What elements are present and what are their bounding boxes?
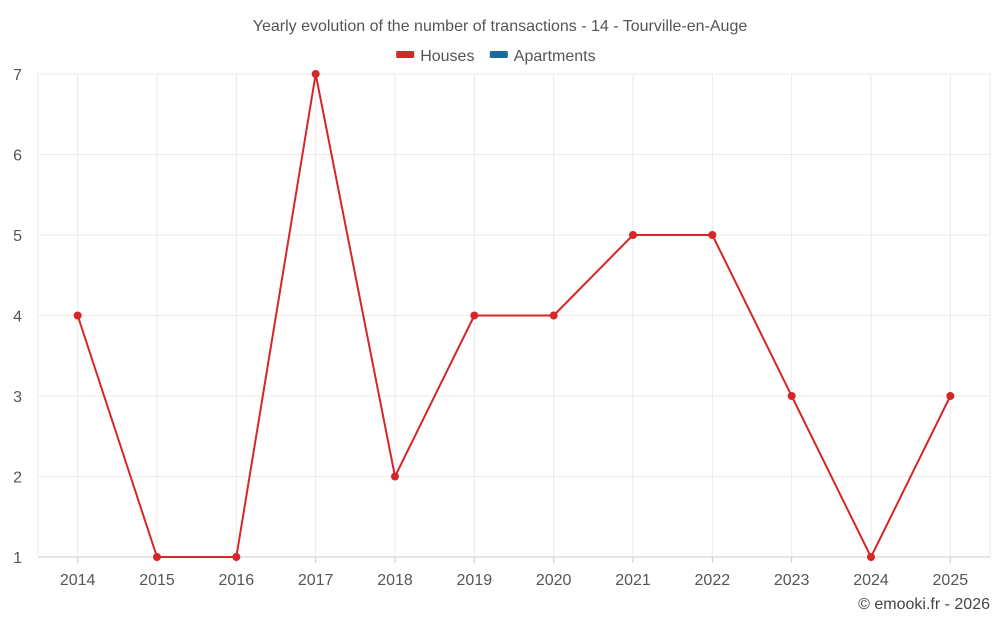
chart-title: Yearly evolution of the number of transa… xyxy=(253,18,748,35)
x-tick-label: 2022 xyxy=(695,572,731,589)
x-tick-label: 2024 xyxy=(853,572,889,589)
y-tick-label: 7 xyxy=(13,67,22,84)
data-point[interactable] xyxy=(867,553,875,561)
legend-label: Houses xyxy=(420,48,474,65)
x-tick-label: 2023 xyxy=(774,572,810,589)
y-tick-label: 4 xyxy=(13,309,22,326)
data-point[interactable] xyxy=(311,70,320,78)
x-axis-ticks: 2014 2015 2016 2017 2018 2019 2020 2021 2022 2023… xyxy=(60,572,968,589)
y-axis-ticks: 1 2 3 4 5 6 7 xyxy=(13,67,22,567)
credit-text: © emooki.fr - 2026 xyxy=(858,596,990,613)
data-point[interactable] xyxy=(153,553,161,561)
x-tick-label: 2015 xyxy=(139,572,175,589)
legend-swatch xyxy=(396,51,415,58)
y-tick-label: 5 xyxy=(13,228,22,245)
legend-item[interactable]: Houses xyxy=(396,48,474,65)
grid xyxy=(37,73,991,563)
series-line xyxy=(76,73,952,558)
x-tick-label: 2019 xyxy=(457,572,493,589)
x-tick-label: 2016 xyxy=(219,572,255,589)
legend-swatch xyxy=(489,51,508,58)
data-point[interactable] xyxy=(470,311,479,320)
x-tick-label: 2025 xyxy=(933,572,969,589)
x-tick-label: 2020 xyxy=(536,572,572,589)
y-tick-label: 2 xyxy=(13,470,22,487)
data-point[interactable] xyxy=(232,553,241,561)
x-tick-label: 2017 xyxy=(298,572,334,589)
y-tick-label: 6 xyxy=(13,148,22,165)
data-point[interactable] xyxy=(946,392,955,400)
data-point[interactable] xyxy=(391,472,399,481)
data-point[interactable] xyxy=(73,311,82,320)
data-point[interactable] xyxy=(708,231,717,239)
x-tick-label: 2021 xyxy=(615,572,651,589)
series-layer xyxy=(73,70,955,561)
data-point[interactable] xyxy=(549,311,558,320)
x-tick-label: 2014 xyxy=(60,572,96,589)
legend: Houses Apartments xyxy=(396,48,596,65)
legend-item[interactable]: Apartments xyxy=(489,48,596,65)
legend-label: Apartments xyxy=(514,48,596,65)
data-point[interactable] xyxy=(629,231,637,239)
y-tick-label: 3 xyxy=(13,389,22,406)
y-tick-label: 1 xyxy=(13,550,22,567)
data-point[interactable] xyxy=(787,392,796,400)
x-tick-label: 2018 xyxy=(377,572,413,589)
